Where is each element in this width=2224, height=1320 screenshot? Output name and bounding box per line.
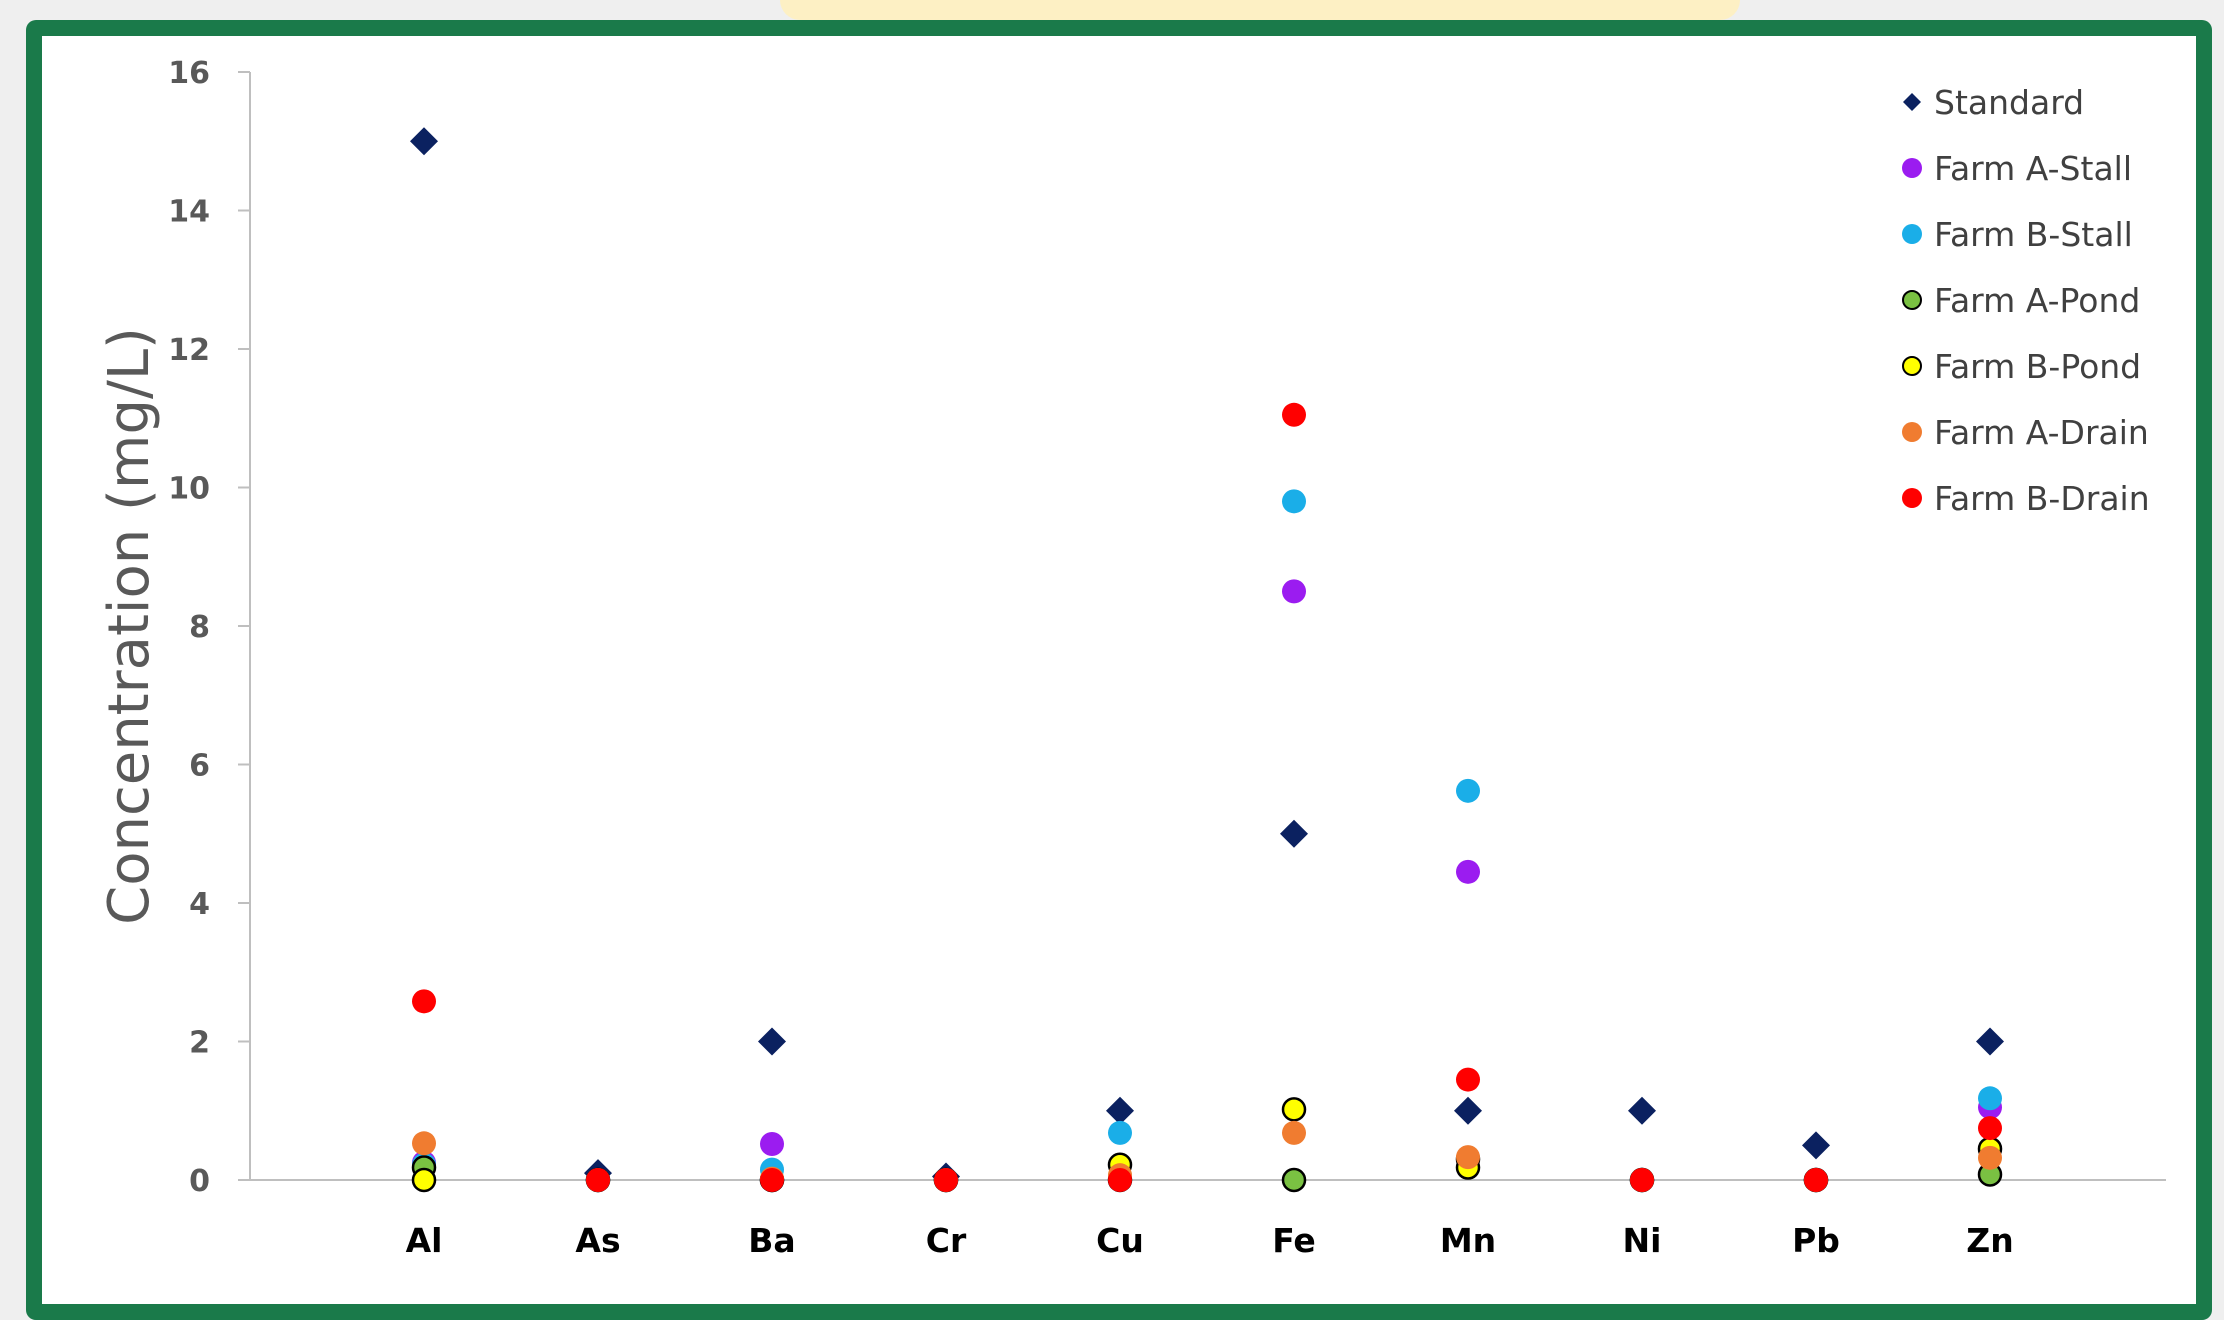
x-category-label: Mn (1440, 1221, 1496, 1260)
legend-item: Farm B-Pond (1902, 347, 2141, 386)
data-point (1628, 1096, 1656, 1125)
y-tick-label: 4 (189, 887, 210, 922)
data-point (1281, 1167, 1307, 1193)
top-accent-shape (780, 0, 1740, 20)
chart-legend: Standard Farm A-Stall Farm B-Stall Farm A-P… (1902, 83, 2150, 518)
data-point (1280, 819, 1308, 848)
legend-marker (1902, 224, 1922, 244)
x-category-label: Ni (1623, 1221, 1662, 1260)
legend-marker (1903, 93, 1921, 111)
series-farm-b-pond (411, 1097, 2003, 1193)
x-category-label: Zn (1966, 1221, 2013, 1260)
data-point (412, 1131, 436, 1156)
data-point (410, 127, 438, 156)
data-point (1456, 859, 1480, 884)
data-point (1456, 778, 1480, 803)
x-category-label: As (575, 1221, 620, 1260)
legend-marker (1902, 290, 1922, 310)
legend-marker (1902, 158, 1922, 178)
legend-item: Farm A-Stall (1902, 149, 2132, 188)
y-tick-label: 8 (189, 610, 210, 645)
series-standard (410, 127, 2004, 1191)
y-tick-label: 6 (189, 749, 210, 784)
data-point (411, 1167, 437, 1193)
data-point (1282, 1120, 1306, 1145)
data-point (1106, 1096, 1134, 1125)
legend-item: Farm A-Pond (1902, 281, 2140, 320)
data-point (1804, 1168, 1828, 1192)
data-point (1802, 1131, 1830, 1160)
legend-item: Farm B-Stall (1902, 215, 2133, 254)
data-point (760, 1131, 784, 1156)
series-farm-b-stall (412, 489, 2002, 1192)
legend-item: Standard (1903, 83, 2084, 122)
legend-marker (1902, 422, 1922, 442)
x-category-label: Cr (926, 1221, 967, 1260)
legend-label: Farm B-Drain (1934, 479, 2150, 518)
data-point (1282, 579, 1306, 604)
legend-item: Farm B-Drain (1902, 479, 2150, 518)
y-axis-title: Concentration (mg/L) (97, 327, 162, 925)
data-point (1282, 402, 1306, 427)
data-point (1978, 1116, 2002, 1141)
x-category-label: Fe (1272, 1221, 1316, 1260)
data-point (1281, 1097, 1307, 1122)
chart-axes: 0 2 4 6 8 10 12 14 16 Al As Ba Cr Cu Fe Mn Ni Pb Zn Concent… (97, 56, 2166, 1260)
legend-label: Farm A-Drain (1934, 413, 2149, 452)
x-category-label: Cu (1096, 1221, 1144, 1260)
data-point (586, 1168, 610, 1192)
y-tick-label: 16 (168, 56, 210, 91)
legend-label: Farm A-Pond (1934, 281, 2140, 320)
series-farm-b-drain (412, 402, 2002, 1192)
data-point (1978, 1145, 2002, 1170)
legend-label: Standard (1934, 83, 2084, 122)
legend-label: Farm B-Pond (1934, 347, 2141, 386)
scatter-chart: 0 2 4 6 8 10 12 14 16 Al As Ba Cr Cu Fe Mn Ni Pb Zn Concent… (97, 56, 2166, 1260)
data-point (1630, 1168, 1654, 1192)
data-point (1978, 1086, 2002, 1111)
legend-label: Farm A-Stall (1934, 149, 2132, 188)
y-tick-label: 12 (168, 333, 210, 368)
series-farm-a-drain (412, 1120, 2002, 1192)
legend-marker (1902, 488, 1922, 508)
y-tick-label: 10 (168, 472, 210, 507)
y-tick-label: 0 (189, 1164, 210, 1199)
data-point (412, 989, 436, 1014)
chart-plot-area (410, 127, 2004, 1193)
data-point (1108, 1168, 1132, 1192)
series-farm-a-pond (411, 1146, 2003, 1193)
y-tick-label: 14 (168, 195, 210, 230)
data-point (1108, 1120, 1132, 1145)
series-farm-a-stall (412, 579, 2002, 1192)
x-category-label: Ba (748, 1221, 795, 1260)
data-point (760, 1168, 784, 1192)
data-point (1456, 1145, 1480, 1170)
data-point (1454, 1096, 1482, 1125)
legend-item: Farm A-Drain (1902, 413, 2149, 452)
x-category-label: Al (406, 1221, 443, 1260)
legend-label: Farm B-Stall (1934, 215, 2133, 254)
data-point (1456, 1067, 1480, 1092)
y-tick-label: 2 (189, 1026, 210, 1061)
data-point (1282, 489, 1306, 514)
legend-marker (1902, 356, 1922, 376)
data-point (758, 1027, 786, 1056)
data-point (1976, 1027, 2004, 1056)
data-point (934, 1168, 958, 1192)
x-category-label: Pb (1792, 1221, 1840, 1260)
